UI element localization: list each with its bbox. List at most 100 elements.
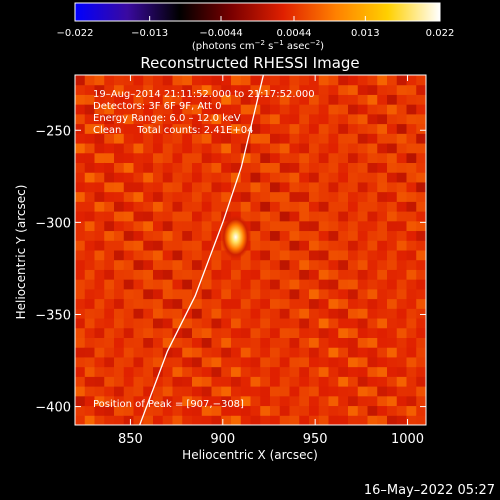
heatmap-cell [162, 405, 173, 416]
heatmap-cell [201, 269, 212, 280]
heatmap-cell [328, 104, 339, 115]
heatmap-cell [114, 269, 125, 280]
heatmap-cell [299, 133, 310, 144]
annotation-detectors: Detectors: 3F 6F 9F, Att 0 [93, 101, 221, 112]
heatmap-cell [123, 162, 134, 173]
heatmap-cell [416, 123, 426, 134]
heatmap-cell [309, 172, 320, 183]
heatmap-cell [84, 356, 95, 368]
heatmap-cell [211, 308, 222, 319]
heatmap-cell [182, 337, 193, 348]
heatmap-cell [318, 298, 329, 309]
heatmap-cell [114, 75, 125, 86]
heatmap-cell [299, 240, 310, 251]
heatmap-cell [143, 152, 154, 163]
heatmap-cell [211, 288, 222, 300]
heatmap-cell [211, 376, 222, 387]
heatmap-cell [75, 113, 86, 125]
heatmap-cell [396, 269, 407, 280]
heatmap-cell [348, 259, 359, 270]
heatmap-cell [133, 376, 144, 387]
heatmap-cell [357, 337, 368, 348]
heatmap-cell [338, 143, 349, 154]
heatmap-cell [270, 327, 281, 338]
heatmap-cell [406, 201, 417, 212]
heatmap-cell [201, 143, 212, 154]
heatmap-cell [75, 172, 86, 183]
heatmap-cell [143, 288, 154, 300]
heatmap-cell [250, 318, 261, 329]
heatmap-cell [123, 250, 134, 261]
heatmap-cell [396, 181, 407, 193]
heatmap-cell [270, 172, 281, 183]
heatmap-cell [299, 162, 310, 173]
heatmap-cell [299, 386, 310, 397]
heatmap-cell [211, 94, 222, 105]
heatmap-cell [309, 395, 320, 407]
heatmap-cell [328, 84, 339, 95]
heatmap-cell [328, 298, 339, 309]
heatmap-cell [270, 84, 281, 95]
heatmap-cell [192, 395, 203, 407]
heatmap-cell [172, 191, 183, 202]
heatmap-cell [309, 415, 320, 425]
colorbar-tick-label: 0.0044 [277, 28, 312, 39]
heatmap-cell [260, 327, 271, 338]
heatmap-cell [75, 308, 86, 319]
heatmap-cell [299, 201, 310, 212]
heatmap-cell [406, 337, 417, 348]
heatmap-cell [309, 318, 320, 329]
heatmap-cell [338, 230, 349, 241]
heatmap-cell [240, 347, 251, 358]
heatmap-cell [133, 405, 144, 416]
heatmap-cell [94, 104, 105, 115]
heatmap-cell [377, 191, 388, 202]
heatmap-cell [153, 104, 164, 115]
heatmap-cell [231, 347, 242, 358]
heatmap-cell [338, 123, 349, 134]
heatmap-cell [153, 75, 164, 86]
heatmap-cell [309, 366, 320, 377]
heatmap-cell [328, 211, 339, 222]
heatmap-cell [172, 201, 183, 212]
heatmap-cell [240, 395, 251, 407]
heatmap-cell [221, 279, 232, 290]
heatmap-cell [211, 123, 222, 134]
heatmap-cell [182, 376, 193, 387]
heatmap-cell [143, 327, 154, 338]
x-tick-label: 850 [118, 432, 143, 447]
heatmap-cell [299, 211, 310, 222]
heatmap-cell [328, 395, 339, 407]
heatmap-cell [367, 269, 378, 280]
heatmap-cell [114, 259, 125, 270]
heatmap-cell [172, 347, 183, 358]
heatmap-cell [299, 75, 310, 86]
heatmap-cell [231, 269, 242, 280]
heatmap-cell [240, 298, 251, 309]
heatmap-cell [162, 75, 173, 86]
heatmap-cell [387, 376, 398, 387]
heatmap-cell [192, 133, 203, 144]
heatmap-cell [309, 191, 320, 202]
heatmap-cell [377, 123, 388, 134]
heatmap-cell [318, 308, 329, 319]
heatmap-cell [289, 104, 300, 115]
heatmap-cell [387, 259, 398, 270]
heatmap-cell [260, 318, 271, 329]
heatmap-cell [416, 133, 426, 144]
heatmap-cell [240, 104, 251, 115]
heatmap-cell [182, 162, 193, 173]
heatmap-cell [250, 366, 261, 377]
heatmap-cell [211, 84, 222, 95]
heatmap-cell [416, 250, 426, 261]
heatmap-cell [377, 259, 388, 270]
heatmap-cell [94, 366, 105, 377]
heatmap-cell [279, 123, 290, 134]
heatmap-cell [348, 269, 359, 280]
heatmap-cell [133, 337, 144, 348]
heatmap-cell [75, 240, 86, 251]
heatmap-cell [279, 279, 290, 290]
heatmap-cell [387, 327, 398, 338]
heatmap-cell [123, 152, 134, 163]
heatmap-cell [143, 104, 154, 115]
